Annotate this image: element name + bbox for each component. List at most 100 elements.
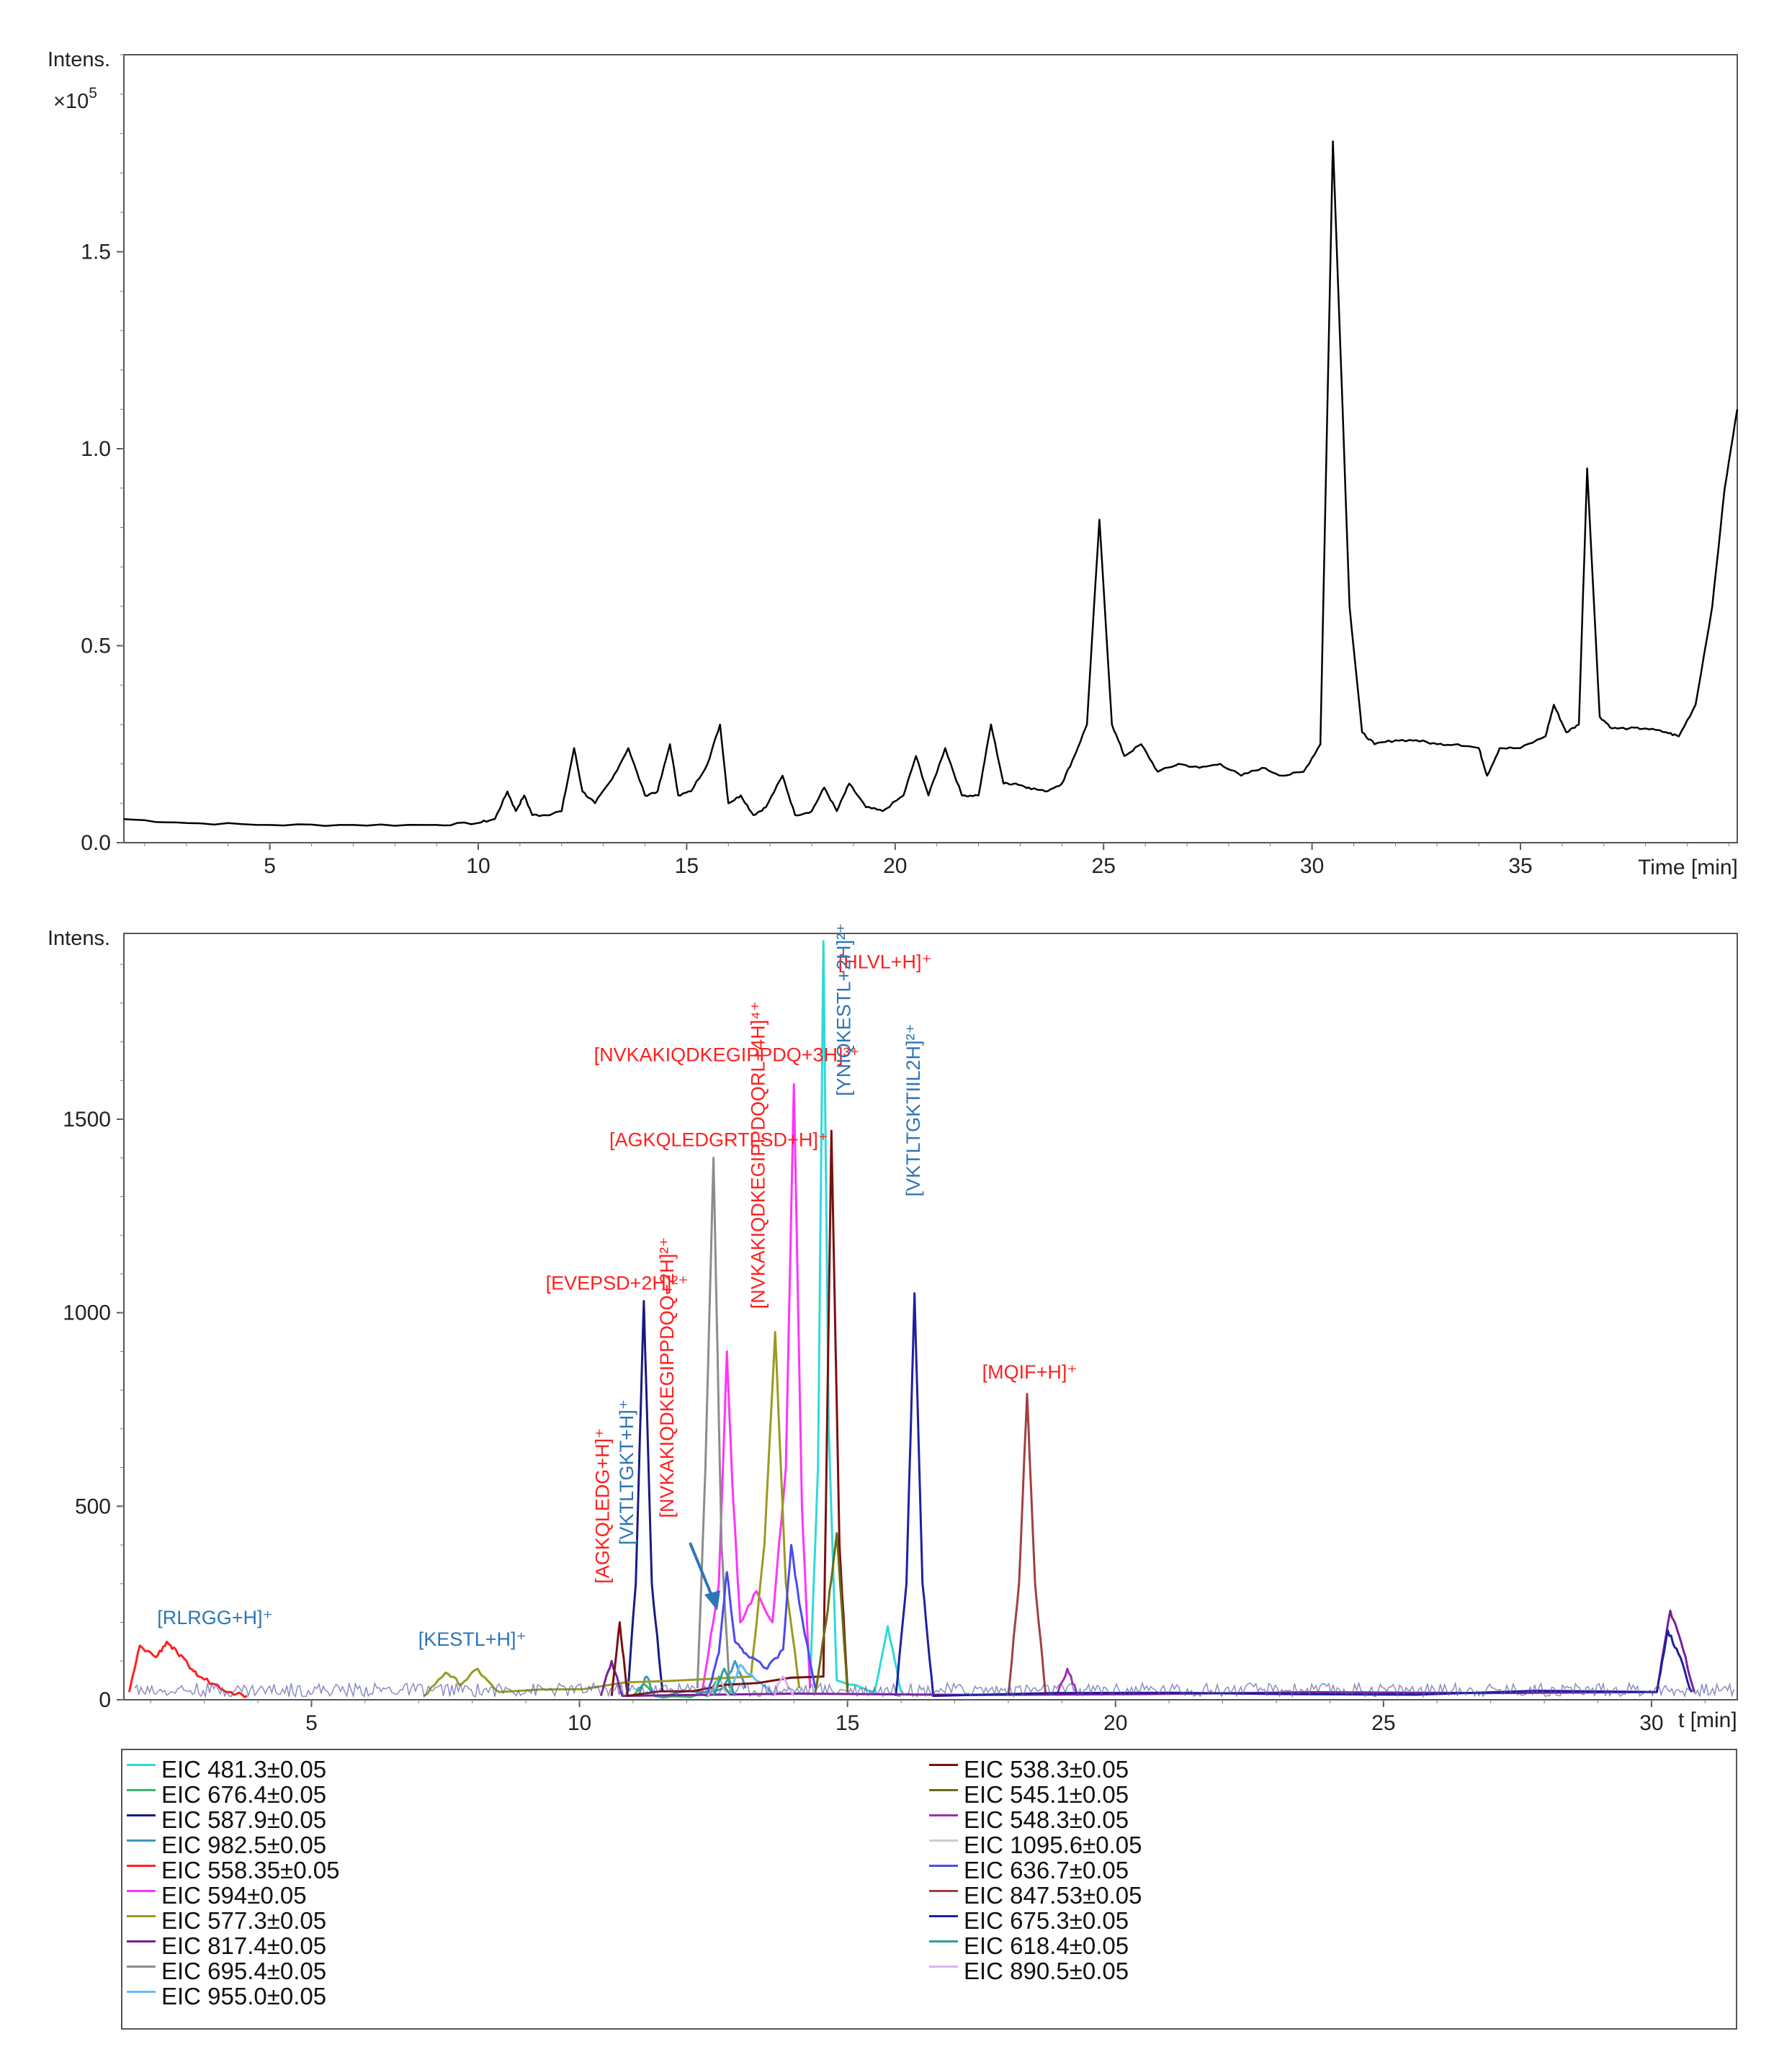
- tic-x-tick-label: 10: [466, 854, 490, 878]
- tic-x-tick-label: 5: [264, 854, 276, 878]
- eic-series-line: [712, 1667, 736, 1697]
- peak-annotation: [NVKAKIQDKEGIPPDQQ+2H]²⁺: [656, 1237, 678, 1518]
- tic-y-tick-label: 0.0: [81, 831, 111, 855]
- tic-y-tick-label: 1.5: [81, 241, 111, 264]
- legend-label: EIC 538.3±0.05: [964, 1755, 1129, 1783]
- eic-x-label: t [min]: [1678, 1708, 1737, 1732]
- eic-traces: [127, 940, 1735, 1699]
- eic-series-line: [702, 1083, 812, 1689]
- legend-swatch: [929, 1763, 958, 1766]
- tic-x-tick-label: 30: [1300, 854, 1324, 878]
- peak-annotation: [YNIQKESTL+2H]²⁺: [833, 923, 854, 1096]
- legend-item: EIC 558.35±0.05: [127, 1855, 340, 1883]
- legend-item: EIC 695.4±0.05: [127, 1956, 339, 1984]
- legend-swatch: [929, 1889, 958, 1892]
- tic-x-tick-label: 35: [1508, 854, 1532, 878]
- legend-label: EIC 594±0.05: [161, 1881, 307, 1909]
- tic-x-tick-label: 15: [675, 854, 699, 878]
- eic-y-tick-label: 0: [99, 1688, 111, 1712]
- legend-item: EIC 594±0.05: [127, 1881, 339, 1909]
- legend: EIC 481.3±0.05 EIC 676.4±0.05 EIC 587.9±0.…: [121, 1749, 1737, 2030]
- eic-series-line: [771, 1675, 795, 1697]
- peak-annotation: [MQIF+H]⁺: [982, 1361, 1078, 1383]
- legend-item: EIC 618.4±0.05: [929, 1931, 1142, 1959]
- tic-y-label: Intens.: [48, 48, 110, 71]
- legend-item: EIC 545.1±0.05: [929, 1780, 1142, 1807]
- legend-label: EIC 890.5±0.05: [964, 1957, 1129, 1984]
- legend-label: EIC 636.7±0.05: [964, 1856, 1129, 1883]
- peak-annotation: [NVKAKIQDKEGIPPDQ+3H]³⁺: [594, 1044, 860, 1065]
- legend-item: EIC 548.3±0.05: [929, 1805, 1142, 1832]
- legend-label: EIC 982.5±0.05: [161, 1831, 327, 1858]
- legend-label: EIC 558.35±0.05: [161, 1856, 340, 1883]
- legend-item: EIC 817.4±0.05: [127, 1931, 339, 1959]
- peak-annotation: [HLVL+H]⁺: [838, 951, 932, 972]
- legend-item: EIC 847.53±0.05: [929, 1881, 1142, 1909]
- eic-x-tick-label: 10: [568, 1711, 591, 1735]
- eic-series-line: [895, 1292, 1693, 1698]
- legend-item: EIC 577.3±0.05: [127, 1906, 339, 1934]
- legend-item: EIC 675.3±0.05: [929, 1906, 1142, 1934]
- tic-plot-area: [123, 54, 1738, 843]
- legend-label: EIC 955.0±0.05: [161, 1982, 327, 2009]
- legend-item: EIC 676.4±0.05: [127, 1780, 339, 1808]
- legend-column-left: EIC 481.3±0.05 EIC 676.4±0.05 EIC 587.9±0.…: [127, 1754, 340, 2009]
- peak-annotation: [KESTL+H]⁺: [418, 1628, 527, 1650]
- tic-x-tick-label: 25: [1092, 854, 1116, 878]
- eic-y-tick-label: 1000: [63, 1301, 111, 1325]
- eic-series-line: [627, 1300, 664, 1693]
- eic-y-tick-label: 1500: [63, 1108, 111, 1131]
- legend-swatch: [127, 1814, 156, 1816]
- peak-annotation: [VKTLTGKT+H]⁺: [616, 1399, 637, 1545]
- legend-swatch: [127, 1788, 156, 1791]
- eic-series-line: [1055, 1667, 1080, 1697]
- eic-series-line: [610, 1129, 849, 1698]
- legend-item: EIC 636.7±0.05: [929, 1855, 1142, 1883]
- legend-item: EIC 982.5±0.05: [127, 1830, 339, 1858]
- legend-swatch: [127, 1864, 156, 1867]
- eic-y-label: Intens.: [48, 927, 110, 950]
- legend-swatch: [929, 1839, 958, 1842]
- legend-swatch: [929, 1965, 958, 1968]
- eic-series-line: [599, 1609, 1695, 1698]
- legend-swatch: [127, 1763, 156, 1766]
- peak-annotation: [RLRGG+H]⁺: [157, 1607, 273, 1628]
- legend-label: EIC 481.3±0.05: [161, 1755, 327, 1783]
- peak-annotation: [AGKQLEDG+H]⁺: [591, 1428, 613, 1584]
- legend-swatch: [127, 1839, 156, 1842]
- legend-item: EIC 587.9±0.05: [127, 1805, 339, 1832]
- eic-x-tick-label: 30: [1639, 1711, 1663, 1735]
- legend-label: EIC 847.53±0.05: [964, 1881, 1142, 1909]
- legend-label: EIC 618.4±0.05: [964, 1932, 1129, 1959]
- peak-annotation: [EVEPSD+2H]²⁺: [546, 1272, 689, 1294]
- eic-x-tick-label: 15: [835, 1711, 859, 1735]
- tic-chart: Intens. ×105 Time [min] 5 10 15 20 25 30 35 0.0…: [48, 48, 1739, 879]
- eic-series-line: [809, 940, 902, 1693]
- tic-axes: 5 10 15 20 25 30 35 0.0 0.5 1.0 1.5: [81, 54, 1729, 878]
- legend-swatch: [127, 1965, 156, 1968]
- legend-swatch: [127, 1990, 156, 1993]
- legend-item: EIC 538.3±0.05: [929, 1754, 1142, 1783]
- legend-swatch: [929, 1814, 958, 1816]
- eic-series-line: [1007, 1393, 1047, 1696]
- legend-swatch: [127, 1889, 156, 1892]
- legend-swatch: [127, 1940, 156, 1942]
- eic-axes: 5 10 15 20 25 30 0 500 1000 1500: [63, 964, 1706, 1735]
- eic-series-line: [814, 1532, 849, 1693]
- legend-label: EIC 675.3±0.05: [964, 1906, 1129, 1934]
- eic-series-line: [707, 1543, 817, 1693]
- legend-item: EIC 481.3±0.05: [127, 1754, 339, 1783]
- legend-label: EIC 577.3±0.05: [161, 1906, 327, 1934]
- eic-x-tick-label: 5: [305, 1711, 318, 1735]
- peak-annotation: [VKTLTGKTIIL2H]²⁺: [902, 1023, 924, 1196]
- eic-x-tick-label: 20: [1103, 1711, 1127, 1735]
- legend-label: EIC 817.4±0.05: [161, 1932, 327, 1959]
- eic-y-tick-label: 500: [75, 1494, 111, 1518]
- peak-annotation: [AGKQLEDGRTLSD+H]⁺: [609, 1129, 828, 1151]
- eic-baseline-noise: [134, 1681, 1735, 1699]
- legend-label: EIC 676.4±0.05: [161, 1780, 327, 1808]
- tic-y-tick-label: 1.0: [81, 437, 111, 461]
- legend-label: EIC 1095.6±0.05: [964, 1831, 1142, 1858]
- legend-label: EIC 695.4±0.05: [161, 1957, 327, 1984]
